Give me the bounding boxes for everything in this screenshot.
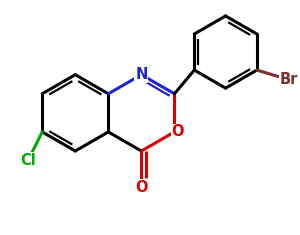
Text: N: N	[135, 67, 148, 82]
Text: O: O	[135, 180, 148, 195]
Text: Br: Br	[279, 72, 298, 87]
Text: O: O	[171, 125, 184, 139]
Text: Cl: Cl	[20, 153, 36, 168]
